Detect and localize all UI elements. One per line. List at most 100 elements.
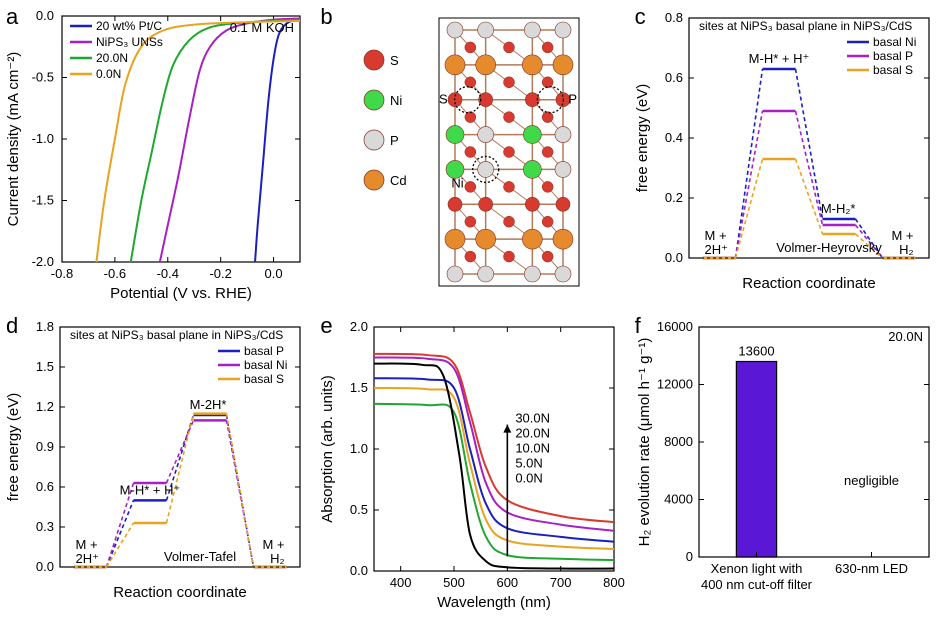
svg-text:M +: M + xyxy=(262,537,284,552)
svg-text:basal P: basal P xyxy=(244,344,284,358)
svg-text:NiPS₃ UNSs: NiPS₃ UNSs xyxy=(96,35,163,49)
svg-text:500: 500 xyxy=(443,575,465,590)
svg-text:13600: 13600 xyxy=(738,343,774,358)
svg-text:1.8: 1.8 xyxy=(36,319,54,334)
svg-text:20.0N: 20.0N xyxy=(96,51,128,65)
svg-text:Potential (V vs. RHE): Potential (V vs. RHE) xyxy=(110,285,252,302)
svg-text:free energy (eV): free energy (eV) xyxy=(5,392,22,500)
panel-label-b: b xyxy=(320,4,332,30)
svg-text:Reaction coordinate: Reaction coordinate xyxy=(742,275,875,292)
svg-text:sites at NiPS₃ basal plane in: sites at NiPS₃ basal plane in NiPS₃/CdS xyxy=(699,19,912,33)
svg-text:-0.5: -0.5 xyxy=(32,70,54,85)
svg-text:M-H₂*: M-H₂* xyxy=(821,201,856,216)
svg-text:2.0: 2.0 xyxy=(350,319,368,334)
svg-text:S: S xyxy=(439,92,448,107)
svg-text:-0.4: -0.4 xyxy=(157,266,179,281)
panel-a: a -0.8-0.6-0.4-0.20.0-2.0-1.5-1.0-0.50.0… xyxy=(0,0,314,309)
svg-text:Reaction coordinate: Reaction coordinate xyxy=(113,584,246,601)
svg-text:Ni: Ni xyxy=(452,175,464,190)
svg-text:8000: 8000 xyxy=(664,434,693,449)
svg-text:0.9: 0.9 xyxy=(36,439,54,454)
svg-text:0.6: 0.6 xyxy=(36,479,54,494)
svg-text:0.0: 0.0 xyxy=(36,559,54,574)
svg-text:-1.5: -1.5 xyxy=(32,193,54,208)
svg-text:-0.2: -0.2 xyxy=(209,266,231,281)
svg-text:P: P xyxy=(569,92,578,107)
svg-text:-2.0: -2.0 xyxy=(32,254,54,269)
svg-text:sites at NiPS₃ basal plane in: sites at NiPS₃ basal plane in NiPS₃/CdS xyxy=(70,328,283,342)
panel-c: c 0.0 0.2 0.4 0.6 0.8 Reaction coordinate free… xyxy=(629,0,943,309)
panel-e-plot: 4005006007008000.00.51.01.52.0Wavelength… xyxy=(314,309,628,617)
svg-text:basal S: basal S xyxy=(244,372,284,386)
svg-text:basal P: basal P xyxy=(873,49,913,63)
svg-text:0.8: 0.8 xyxy=(665,10,683,25)
svg-text:Volmer-Tafel: Volmer-Tafel xyxy=(164,549,236,564)
svg-text:600: 600 xyxy=(497,575,519,590)
svg-text:5.0N: 5.0N xyxy=(516,455,543,470)
svg-text:Wavelength (nm): Wavelength (nm) xyxy=(438,594,552,611)
figure-grid: a -0.8-0.6-0.4-0.20.0-2.0-1.5-1.0-0.50.0… xyxy=(0,0,943,617)
svg-text:Ni: Ni xyxy=(390,93,402,108)
svg-text:0.4: 0.4 xyxy=(665,130,683,145)
svg-text:12000: 12000 xyxy=(657,376,693,391)
svg-text:1.5: 1.5 xyxy=(350,380,368,395)
svg-text:2H⁺: 2H⁺ xyxy=(704,242,727,257)
svg-text:400: 400 xyxy=(390,575,412,590)
svg-text:1.5: 1.5 xyxy=(36,359,54,374)
svg-text:M +: M + xyxy=(76,537,98,552)
svg-text:Absorption (arb. units): Absorption (arb. units) xyxy=(319,375,336,523)
svg-text:Cd: Cd xyxy=(390,173,407,188)
svg-text:H₂ evolution rate (μmol h⁻¹ g⁻: H₂ evolution rate (μmol h⁻¹ g⁻¹) xyxy=(636,337,653,546)
svg-text:20.0N: 20.0N xyxy=(516,425,551,440)
svg-text:400 nm cut-off filter: 400 nm cut-off filter xyxy=(701,577,813,592)
panel-e: e 4005006007008000.00.51.01.52.0Waveleng… xyxy=(314,309,628,617)
svg-text:0: 0 xyxy=(685,549,692,564)
svg-text:4000: 4000 xyxy=(664,491,693,506)
svg-text:Current density (mA cm⁻²): Current density (mA cm⁻²) xyxy=(5,52,22,227)
svg-text:0.3: 0.3 xyxy=(36,519,54,534)
svg-text:S: S xyxy=(390,53,399,68)
svg-text:0.5: 0.5 xyxy=(350,502,368,517)
panel-label-f: f xyxy=(635,313,641,339)
svg-text:700: 700 xyxy=(550,575,572,590)
svg-text:16000: 16000 xyxy=(657,319,693,334)
svg-text:M +: M + xyxy=(704,228,726,243)
svg-text:M-H* + H⁺: M-H* + H⁺ xyxy=(748,51,809,66)
panel-a-plot: -0.8-0.6-0.4-0.20.0-2.0-1.5-1.0-0.50.0Po… xyxy=(0,0,314,308)
svg-text:negligible: negligible xyxy=(844,473,899,488)
svg-text:10.0N: 10.0N xyxy=(516,440,551,455)
svg-text:630-nm LED: 630-nm LED xyxy=(835,561,908,576)
svg-text:M +: M + xyxy=(891,228,913,243)
svg-text:Volmer-Heyrovsky: Volmer-Heyrovsky xyxy=(776,240,882,255)
svg-text:0.0: 0.0 xyxy=(36,8,54,23)
svg-text:0.0N: 0.0N xyxy=(516,470,543,485)
svg-text:H₂: H₂ xyxy=(899,242,913,257)
panel-label-a: a xyxy=(6,4,18,30)
svg-text:P: P xyxy=(390,133,399,148)
svg-text:1.0: 1.0 xyxy=(350,441,368,456)
svg-text:30.0N: 30.0N xyxy=(516,410,551,425)
svg-text:0.6: 0.6 xyxy=(665,70,683,85)
panel-label-e: e xyxy=(320,313,332,339)
svg-text:basal S: basal S xyxy=(873,63,913,77)
svg-text:free energy (eV): free energy (eV) xyxy=(634,84,651,192)
svg-text:-1.0: -1.0 xyxy=(32,131,54,146)
svg-text:1.2: 1.2 xyxy=(36,399,54,414)
svg-text:H₂: H₂ xyxy=(270,551,284,566)
panel-d-plot: 0.0 0.3 0.6 0.9 1.2 1.5 1.8 Reaction coordinate… xyxy=(0,309,314,617)
panel-label-d: d xyxy=(6,313,18,339)
svg-text:M-2H*: M-2H* xyxy=(190,397,227,412)
svg-text:0.0: 0.0 xyxy=(350,563,368,578)
svg-text:basal Ni: basal Ni xyxy=(244,358,287,372)
svg-text:20.0N: 20.0N xyxy=(888,329,923,344)
svg-text:0.2: 0.2 xyxy=(665,190,683,205)
svg-text:Xenon light with: Xenon light with xyxy=(710,561,802,576)
panel-label-c: c xyxy=(635,4,646,30)
svg-text:0.1 M KOH: 0.1 M KOH xyxy=(230,20,294,35)
svg-text:-0.8: -0.8 xyxy=(51,266,73,281)
panel-f: f 0 4000 8000 12000 16000 H₂ evolution rate (… xyxy=(629,309,943,617)
panel-b: b S P Ni S Ni P Cd xyxy=(314,0,628,309)
svg-text:0.0: 0.0 xyxy=(665,250,683,265)
panel-b-crystal: S P Ni S Ni P Cd xyxy=(314,0,628,308)
svg-text:0.0: 0.0 xyxy=(265,266,283,281)
